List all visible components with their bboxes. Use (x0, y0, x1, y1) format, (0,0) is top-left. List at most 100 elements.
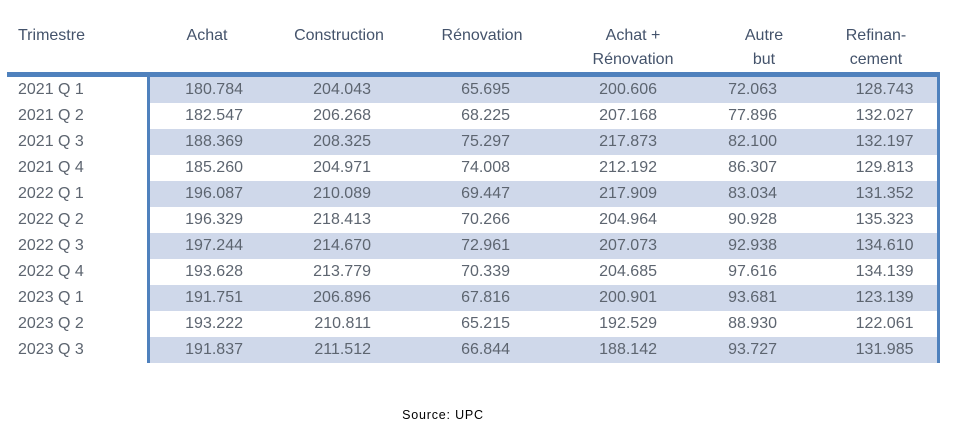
value-cell: 92.938 (714, 233, 814, 259)
value-cell: 191.837 (146, 337, 266, 363)
col-header-trimestre: Trimestre (7, 22, 148, 77)
value-cell: 217.873 (552, 129, 714, 155)
col-header-autre-but: Autre but (714, 22, 814, 77)
quarter-label: 2021 Q 3 (7, 129, 148, 155)
value-cell: 77.896 (728, 107, 777, 124)
quarter-label: 2023 Q 1 (7, 285, 148, 311)
quarter-label: 2021 Q 4 (7, 155, 148, 181)
value-cell: 122.061 (814, 311, 940, 337)
value-cell: 70.266 (461, 211, 510, 228)
value-cell: 207.168 (599, 107, 657, 124)
value-cell: 83.034 (714, 181, 814, 207)
value-cell: 75.297 (412, 129, 552, 155)
value-cell: 82.100 (714, 129, 814, 155)
value-cell: 134.139 (814, 259, 940, 285)
value-cell: 204.043 (266, 74, 412, 103)
value-cell: 211.512 (266, 337, 412, 363)
value-cell: 66.844 (412, 337, 552, 363)
quarter-label: 2022 Q 2 (7, 207, 148, 233)
value-cell: 70.339 (461, 263, 510, 280)
table-row: 2023 Q 2 193.222 210.811 65.215 192.529 88.93… (7, 311, 940, 337)
value-cell: 123.139 (814, 285, 940, 311)
mortgage-credits-table: Trimestre Achat Construction Rénovation … (7, 22, 940, 363)
value-cell: 196.329 (146, 207, 266, 233)
value-cell: 204.964 (599, 211, 657, 228)
quarter-label: 2021 Q 1 (7, 74, 148, 103)
col-header-achat: Achat (148, 22, 266, 77)
value-cell: 193.628 (146, 259, 266, 285)
value-cell: 90.928 (728, 211, 777, 228)
quarter-label: 2022 Q 1 (7, 181, 148, 207)
col-header-achat-plus-renovation: Achat + Rénovation (552, 22, 714, 77)
value-cell: 212.192 (599, 159, 657, 176)
value-cell: 217.909 (552, 181, 714, 207)
value-cell: 88.930 (728, 315, 777, 332)
quarter-label: 2023 Q 2 (7, 311, 148, 337)
value-cell: 65.695 (412, 74, 552, 103)
value-cell: 197.244 (146, 233, 266, 259)
value-cell: 86.307 (728, 159, 777, 176)
value-cell: 68.225 (461, 107, 510, 124)
value-cell: 131.352 (814, 181, 940, 207)
value-cell: 207.073 (552, 233, 714, 259)
value-cell: 131.985 (814, 337, 940, 363)
value-cell: 191.751 (146, 285, 266, 311)
value-cell: 210.811 (314, 315, 371, 332)
value-cell: 132.197 (814, 129, 940, 155)
value-cell: 206.268 (313, 107, 371, 124)
table-row: 2021 Q 1 180.784 204.043 65.695 200.606 72.06… (7, 74, 940, 103)
quarter-label: 2022 Q 3 (7, 233, 148, 259)
value-cell: 97.616 (728, 263, 777, 280)
quarter-label: 2021 Q 2 (7, 103, 148, 129)
value-cell: 192.529 (599, 315, 657, 332)
col-header-construction: Construction (266, 22, 412, 77)
value-cell: 204.685 (599, 263, 657, 280)
table-body: 2021 Q 1 180.784 204.043 65.695 200.606 72.06… (7, 74, 940, 363)
value-cell: 193.222 (146, 311, 266, 337)
table-row: 2022 Q 4 193.628 213.779 70.339 204.685 97.61… (7, 259, 940, 285)
value-cell: 72.063 (714, 74, 814, 103)
value-cell: 134.610 (814, 233, 940, 259)
value-cell: 93.727 (714, 337, 814, 363)
value-cell: 204.971 (313, 159, 371, 176)
table-row: 2022 Q 1 196.087 210.089 69.447 217.909 83.03… (7, 181, 940, 207)
source-note: Source: UPC (402, 408, 484, 422)
value-cell: 213.779 (313, 263, 371, 280)
col-header-refinancement: Refinan- cement (814, 22, 938, 77)
value-cell: 196.087 (146, 181, 266, 207)
value-cell: 210.089 (266, 181, 412, 207)
value-cell: 135.323 (814, 207, 940, 233)
value-cell: 128.743 (814, 74, 940, 103)
value-cell: 208.325 (266, 129, 412, 155)
value-cell: 65.215 (461, 315, 510, 332)
value-cell: 74.008 (461, 159, 510, 176)
value-cell: 182.547 (146, 103, 266, 129)
value-cell: 93.681 (714, 285, 814, 311)
quarter-label: 2023 Q 3 (7, 337, 148, 363)
value-cell: 132.027 (814, 103, 940, 129)
quarter-label: 2022 Q 4 (7, 259, 148, 285)
value-cell: 69.447 (412, 181, 552, 207)
table-row: 2022 Q 3 197.244 214.670 72.961 207.073 92.93… (7, 233, 940, 259)
value-cell: 188.369 (146, 129, 266, 155)
table-row: 2021 Q 3 188.369 208.325 75.297 217.873 82.10… (7, 129, 940, 155)
value-cell: 67.816 (412, 285, 552, 311)
value-cell: 200.606 (552, 74, 714, 103)
table-row: 2023 Q 3 191.837 211.512 66.844 188.142 93.72… (7, 337, 940, 363)
value-cell: 200.901 (552, 285, 714, 311)
value-cell: 214.670 (266, 233, 412, 259)
table-row: 2023 Q 1 191.751 206.896 67.816 200.901 93.68… (7, 285, 940, 311)
value-cell: 206.896 (266, 285, 412, 311)
value-cell: 218.413 (313, 211, 371, 228)
table-row: 2021 Q 2 182.547 206.268 68.225 207.168 77.89… (7, 103, 940, 129)
value-cell: 188.142 (552, 337, 714, 363)
value-cell: 180.784 (146, 74, 266, 103)
value-cell: 185.260 (146, 155, 266, 181)
header-row: Trimestre Achat Construction Rénovation … (7, 22, 938, 77)
value-cell: 72.961 (412, 233, 552, 259)
value-cell: 129.813 (814, 155, 940, 181)
table-row: 2021 Q 4 185.260 204.971 74.008 212.192 86.30… (7, 155, 940, 181)
table-row: 2022 Q 2 196.329 218.413 70.266 204.964 90.92… (7, 207, 940, 233)
col-header-renovation: Rénovation (412, 22, 552, 77)
